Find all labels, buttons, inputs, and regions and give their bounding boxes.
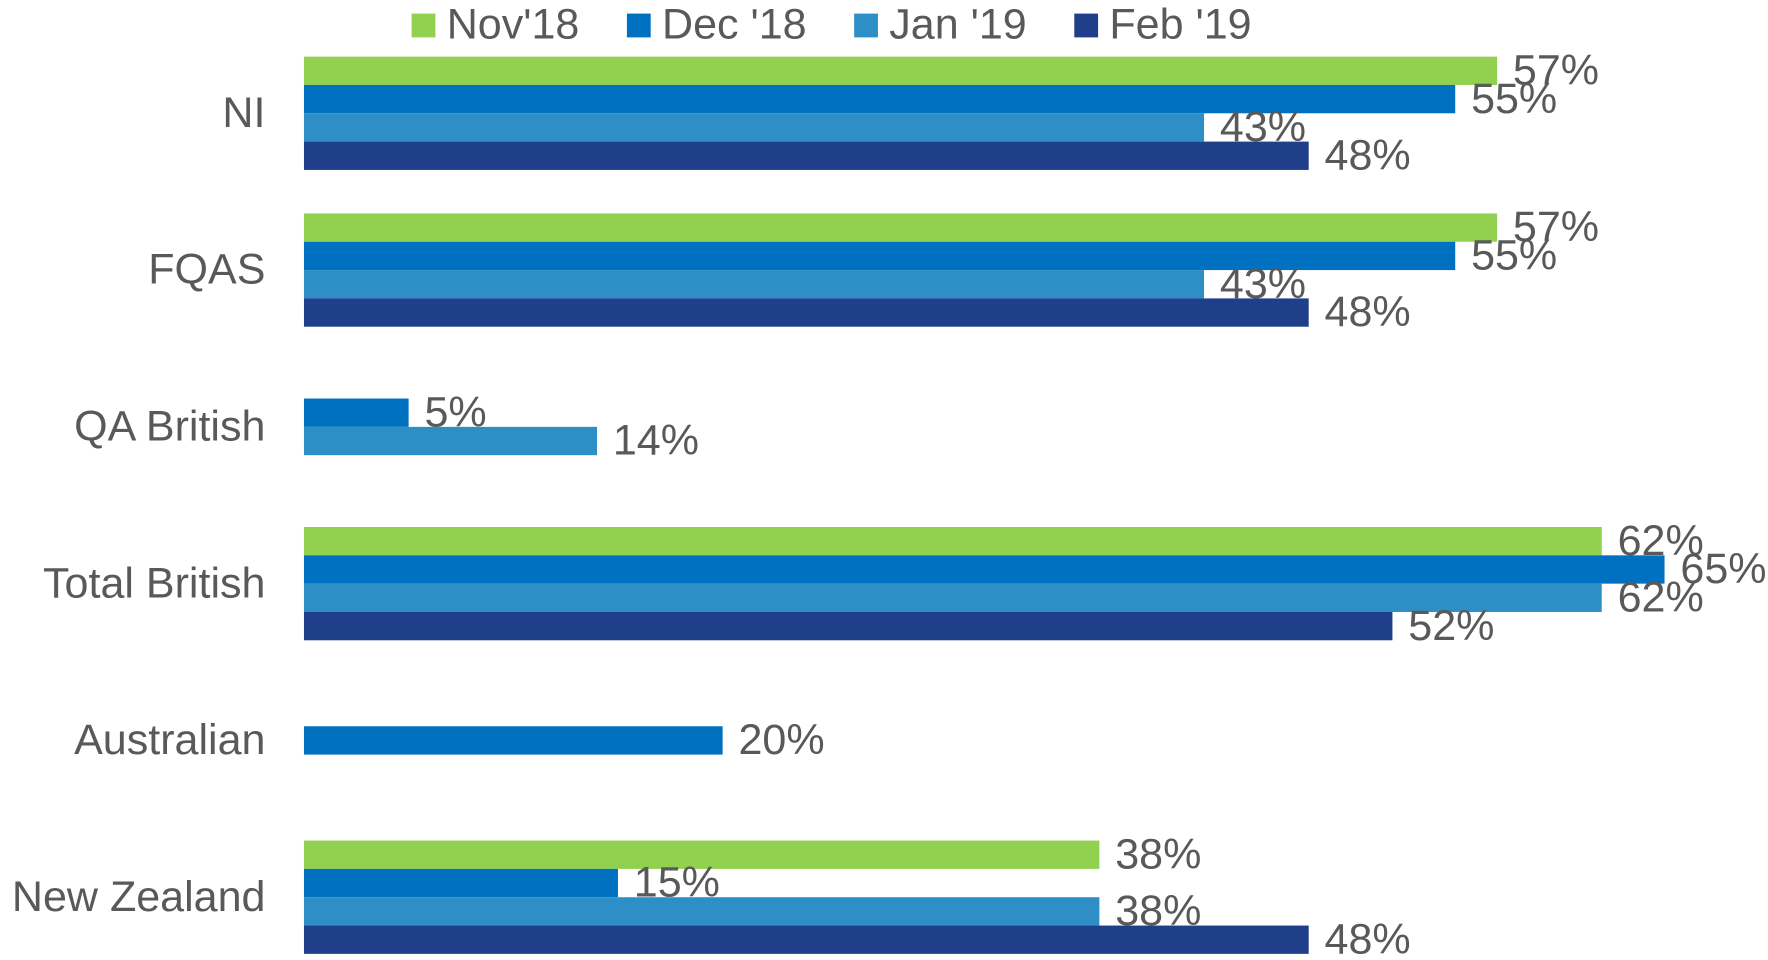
bar — [303, 398, 409, 427]
legend-label: Dec '18 — [662, 1, 807, 49]
bar — [303, 840, 1100, 869]
value-label: 20% — [738, 716, 824, 764]
legend-swatch — [626, 13, 651, 38]
value-label: 52% — [1408, 602, 1494, 650]
bar — [303, 868, 618, 898]
bar — [303, 84, 1456, 114]
value-label: 62% — [1618, 573, 1704, 621]
bar — [303, 426, 598, 456]
category-label: NI — [222, 89, 265, 137]
legend-label: Feb '19 — [1109, 1, 1251, 49]
category-label: FQAS — [148, 246, 265, 294]
value-label: 38% — [1115, 830, 1201, 878]
bar — [303, 213, 1498, 242]
bar — [303, 925, 1309, 954]
value-label: 48% — [1325, 131, 1411, 179]
value-label: 14% — [613, 417, 699, 465]
value-label: 55% — [1471, 75, 1557, 123]
category-label: Total British — [43, 559, 265, 607]
bar — [303, 241, 1456, 271]
value-label: 55% — [1471, 232, 1557, 280]
legend-label: Nov'18 — [447, 1, 580, 49]
category-label: QA British — [74, 403, 265, 451]
bar — [303, 56, 1498, 85]
legend-swatch — [854, 13, 878, 38]
bar — [303, 270, 1205, 299]
category-label: New Zealand — [12, 873, 266, 921]
bar — [303, 141, 1309, 170]
value-label: 57% — [1513, 46, 1599, 94]
legend-swatch — [411, 13, 436, 38]
legend-label: Jan '19 — [889, 1, 1026, 49]
legend-swatch — [1074, 13, 1099, 38]
bar — [303, 113, 1205, 142]
bar — [303, 555, 1665, 584]
value-label: 48% — [1325, 915, 1411, 955]
value-label: 57% — [1513, 203, 1599, 251]
bar — [303, 298, 1309, 327]
bar — [303, 611, 1393, 641]
bar — [303, 527, 1602, 556]
bar — [303, 583, 1602, 612]
bar — [303, 726, 723, 755]
category-label: Australian — [74, 716, 265, 764]
value-label: 65% — [1680, 545, 1766, 593]
bar — [303, 897, 1100, 926]
value-label: 48% — [1325, 288, 1411, 336]
